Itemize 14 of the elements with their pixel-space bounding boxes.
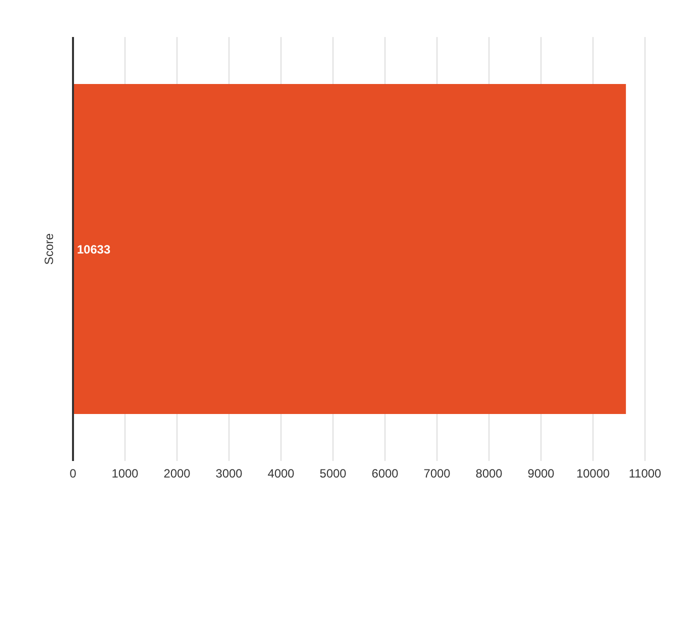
x-tick-label: 11000 [628, 466, 662, 481]
x-tick-label: 3000 [216, 466, 243, 481]
x-tick-label: 6000 [372, 466, 399, 481]
x-tick-label: 2000 [164, 466, 191, 481]
x-tick-label: 8000 [476, 466, 503, 481]
y-tick-label: Score [42, 233, 56, 265]
x-tick-label: 5000 [320, 466, 347, 481]
x-tick-label: 1000 [112, 466, 139, 481]
x-tick-label: 10000 [576, 466, 610, 481]
x-tick-label: 9000 [528, 466, 555, 481]
x-tick-label: 4000 [268, 466, 295, 481]
x-tick-label: 7000 [424, 466, 451, 481]
data-label: 10633 [77, 242, 111, 256]
x-tick-label: 0 [70, 466, 77, 481]
